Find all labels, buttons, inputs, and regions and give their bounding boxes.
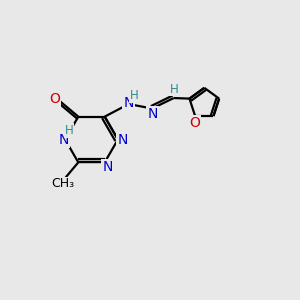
Text: O: O xyxy=(49,92,60,106)
Text: H: H xyxy=(64,124,74,137)
Text: N: N xyxy=(148,106,158,121)
Text: CH₃: CH₃ xyxy=(52,178,75,190)
Text: N: N xyxy=(117,133,128,146)
Text: H: H xyxy=(170,82,179,95)
Text: N: N xyxy=(124,96,134,110)
Text: N: N xyxy=(58,133,69,146)
Text: O: O xyxy=(189,116,200,130)
Text: N: N xyxy=(103,160,113,174)
Text: H: H xyxy=(130,89,139,102)
